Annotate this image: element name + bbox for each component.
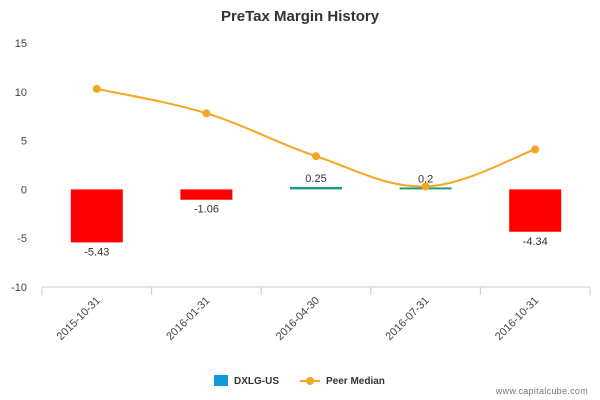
legend: DXLG-US Peer Median bbox=[214, 375, 385, 387]
y-tick-label: 10 bbox=[15, 87, 27, 99]
chart-title: PreTax Margin History bbox=[221, 8, 380, 25]
y-tick-label: -10 bbox=[11, 282, 27, 294]
peer-median-point bbox=[421, 182, 430, 191]
x-tick-label: 2016-07-31 bbox=[383, 295, 431, 343]
bar bbox=[70, 189, 123, 243]
y-tick-label: 15 bbox=[15, 38, 27, 50]
peer-median-point bbox=[202, 109, 211, 118]
legend-label-peer: Peer Median bbox=[326, 376, 385, 387]
y-tick-label: 0 bbox=[21, 184, 27, 196]
peer-median-line bbox=[96, 87, 536, 188]
peer-median-point bbox=[92, 84, 101, 93]
watermark: www.capitalcube.com bbox=[495, 386, 588, 396]
legend-label-dxlg: DXLG-US bbox=[234, 376, 279, 387]
plot-area: 15 10 5 0 -5 -10 2015-10-31 2016-01-31 2016-04-3… bbox=[11, 38, 591, 343]
bar bbox=[180, 189, 233, 200]
x-tick-label: 2016-01-31 bbox=[164, 295, 212, 343]
bar bbox=[290, 186, 342, 190]
bar-data-label: -5.43 bbox=[84, 246, 109, 258]
bar-data-label: -4.34 bbox=[523, 236, 548, 248]
legend-swatch-dxlg bbox=[214, 375, 228, 386]
bar bbox=[509, 189, 562, 232]
peer-median-point bbox=[531, 145, 540, 154]
bar-data-label: 0.25 bbox=[305, 173, 326, 185]
peer-median-point bbox=[312, 152, 320, 161]
x-tick-label: 2016-10-31 bbox=[493, 295, 541, 343]
bar-data-label: 0.2 bbox=[418, 173, 433, 185]
x-tick-label: 2016-04-30 bbox=[274, 295, 322, 343]
y-tick-label: 5 bbox=[21, 136, 27, 148]
y-tick-label: -5 bbox=[17, 233, 27, 245]
bar-data-label: -1.06 bbox=[194, 204, 219, 216]
legend-marker-peer bbox=[306, 377, 314, 385]
x-tick-label: 2015-10-31 bbox=[55, 295, 103, 343]
